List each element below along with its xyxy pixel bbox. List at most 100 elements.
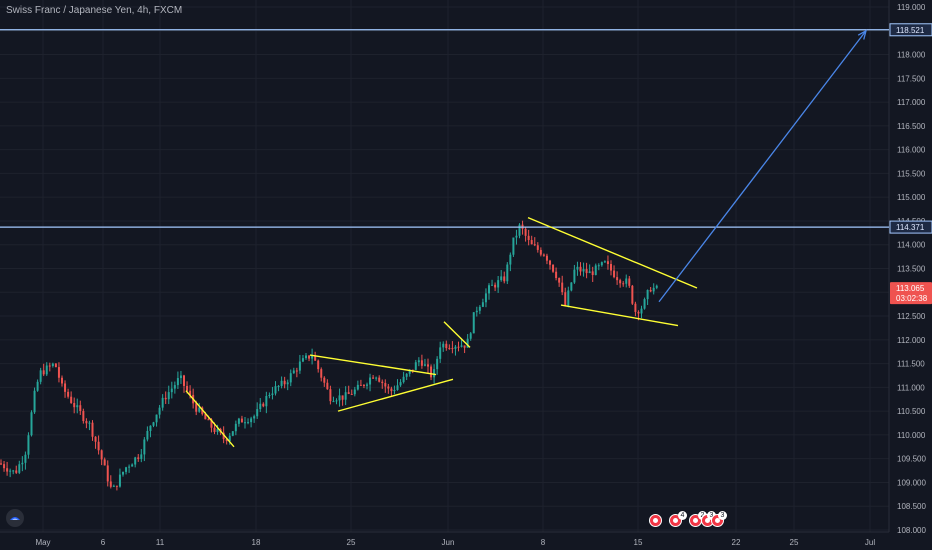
candle-body <box>73 403 76 408</box>
candle-body <box>256 409 259 417</box>
candle-body <box>549 260 551 265</box>
candle-body <box>271 393 274 395</box>
candle-body <box>436 358 439 370</box>
y-tick-label: 113.500 <box>897 265 926 274</box>
candle-body <box>91 422 94 437</box>
candle-body <box>433 369 436 378</box>
candle-body <box>390 388 393 392</box>
trendline[interactable] <box>560 304 679 327</box>
tradingview-logo-icon[interactable] <box>6 509 24 527</box>
candle-body <box>326 382 329 390</box>
candle-body <box>359 384 362 386</box>
candle-body <box>323 377 326 383</box>
candle-body <box>585 269 588 274</box>
candle-body <box>481 302 484 307</box>
candle-body <box>317 360 320 370</box>
y-tick-label: 117.000 <box>897 98 926 107</box>
candle-body <box>640 308 643 314</box>
trendline[interactable] <box>443 321 471 348</box>
candle-body <box>189 390 192 395</box>
candle-body <box>466 338 469 348</box>
candle-body <box>649 289 652 292</box>
horizontal-level-badge <box>889 220 932 234</box>
candle-body <box>289 373 292 383</box>
candle-body <box>103 459 106 466</box>
candle-body <box>457 346 460 348</box>
candle-body <box>561 282 564 293</box>
candle-body <box>484 293 487 303</box>
candle-body <box>100 450 103 460</box>
trendline[interactable] <box>185 390 235 448</box>
candle-body <box>186 385 189 391</box>
candle-body <box>634 303 637 312</box>
candle-body <box>259 403 262 410</box>
candle-body <box>491 284 494 286</box>
candle-body <box>204 414 207 420</box>
candle-body <box>338 395 341 401</box>
candle-body <box>564 292 567 306</box>
candle-body <box>51 363 54 367</box>
candle-body <box>183 375 185 386</box>
horizontal-level-badge <box>889 23 932 37</box>
candle-body <box>262 403 265 407</box>
symbol-title: Swiss Franc / Japanese Yen, 4h, FXCM <box>6 5 183 16</box>
trendline[interactable] <box>309 354 437 376</box>
candle-body <box>143 439 146 455</box>
candle-body <box>652 287 655 292</box>
candle-body <box>387 386 390 389</box>
candle-body <box>85 421 88 424</box>
candle-body <box>555 271 558 279</box>
candle-body <box>167 392 170 400</box>
candle-body <box>228 435 231 442</box>
x-tick-label: 25 <box>347 538 356 547</box>
candle-body <box>64 383 67 392</box>
candle-body <box>122 471 124 475</box>
candle-body <box>372 377 375 379</box>
candle-body <box>329 389 332 402</box>
candle-body <box>161 397 164 408</box>
candle-body <box>283 380 286 385</box>
candle-body <box>67 391 70 397</box>
y-tick-label: 110.500 <box>897 407 926 416</box>
candle-body <box>149 425 152 431</box>
projection-arrow[interactable] <box>658 30 867 303</box>
candle-body <box>469 333 472 339</box>
candle-body <box>295 370 298 372</box>
y-tick-label: 116.500 <box>897 122 926 131</box>
candle-body <box>158 407 161 415</box>
candle-body <box>381 381 384 384</box>
candle-body <box>15 470 18 473</box>
trendline[interactable] <box>337 378 454 412</box>
candle-body <box>48 365 51 367</box>
candle-body <box>240 418 243 423</box>
candle-body <box>39 370 42 382</box>
candle-body <box>655 285 658 288</box>
x-tick-label: May <box>35 538 50 547</box>
event-flag-icon[interactable] <box>649 514 662 527</box>
candle-body <box>347 392 350 394</box>
candle-body <box>622 283 625 285</box>
candle-body <box>399 382 402 386</box>
horizontal-level-label: 118.521 <box>896 26 925 35</box>
candle-body <box>225 439 228 442</box>
horizontal-level-label: 114.371 <box>896 223 925 232</box>
candle-body <box>250 418 253 423</box>
candle-body <box>79 405 82 411</box>
candle-body <box>332 401 335 403</box>
candle-body <box>420 360 423 366</box>
candle-body <box>366 384 368 386</box>
candle-body <box>216 429 219 432</box>
candle-body <box>637 311 640 314</box>
candle-body <box>488 285 490 294</box>
candle-body <box>576 266 579 270</box>
candle-body <box>298 361 301 371</box>
candle-body <box>268 394 271 396</box>
candle-body <box>402 376 405 383</box>
trendline[interactable] <box>527 216 698 289</box>
candle-body <box>277 385 280 387</box>
candle-body <box>21 462 24 465</box>
candle-body <box>533 244 536 246</box>
candle-body <box>301 358 304 362</box>
candle-body <box>527 235 530 241</box>
